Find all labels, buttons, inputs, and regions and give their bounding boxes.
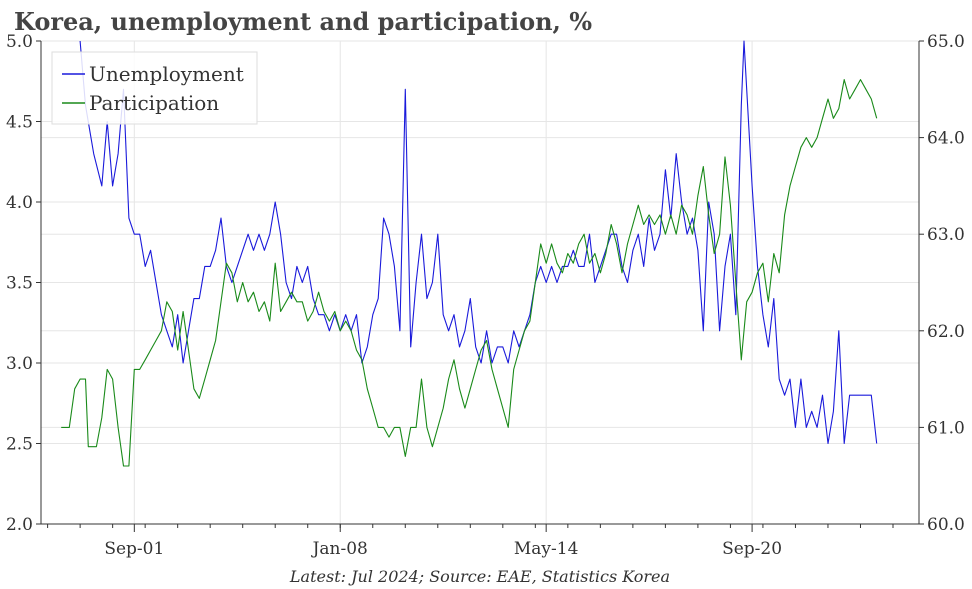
legend-box [51, 51, 258, 125]
legend-label-unemployment: Unemployment [89, 62, 244, 86]
left-tick-label-5: 4.5 [6, 113, 33, 133]
chart-title: Korea, unemployment and participation, % [14, 7, 592, 36]
x-tick-label-1: Jan-08 [311, 539, 368, 559]
left-tick-label-6: 5.0 [6, 32, 33, 52]
left-tick-label-3: 3.5 [6, 274, 33, 294]
axes: 2.0 2.5 3.0 3.5 4.0 4.5 5.0 60.0 61.0 62.0 63.0 64.… [6, 32, 965, 559]
right-tick-label-5: 65.0 [927, 32, 965, 52]
left-tick-label-4: 4.0 [6, 193, 33, 213]
legend: Unemployment Participation [51, 51, 258, 125]
right-tick-label-2: 62.0 [927, 322, 965, 342]
left-tick-label-0: 2.0 [6, 515, 33, 535]
series-line-participation [61, 79, 878, 467]
left-tick-label-1: 2.5 [6, 435, 33, 455]
left-tick-label-2: 3.0 [6, 354, 33, 374]
legend-label-participation: Participation [89, 91, 219, 115]
x-tick-label-0: Sep-01 [104, 539, 164, 559]
x-tick-label-3: Sep-20 [722, 539, 782, 559]
source-note: Latest: Jul 2024; Source: EAE, Statistic… [289, 567, 670, 586]
right-tick-label-0: 60.0 [927, 515, 965, 535]
x-tick-label-2: May-14 [514, 539, 579, 559]
right-tick-label-4: 64.0 [927, 129, 965, 149]
series-lines [61, 40, 878, 467]
series-line-unemployment [79, 40, 878, 445]
right-tick-label-3: 63.0 [927, 225, 965, 245]
right-tick-label-1: 61.0 [927, 418, 965, 438]
